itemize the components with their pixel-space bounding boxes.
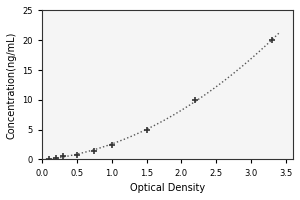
- Y-axis label: Concentration(ng/mL): Concentration(ng/mL): [7, 31, 17, 139]
- X-axis label: Optical Density: Optical Density: [130, 183, 205, 193]
